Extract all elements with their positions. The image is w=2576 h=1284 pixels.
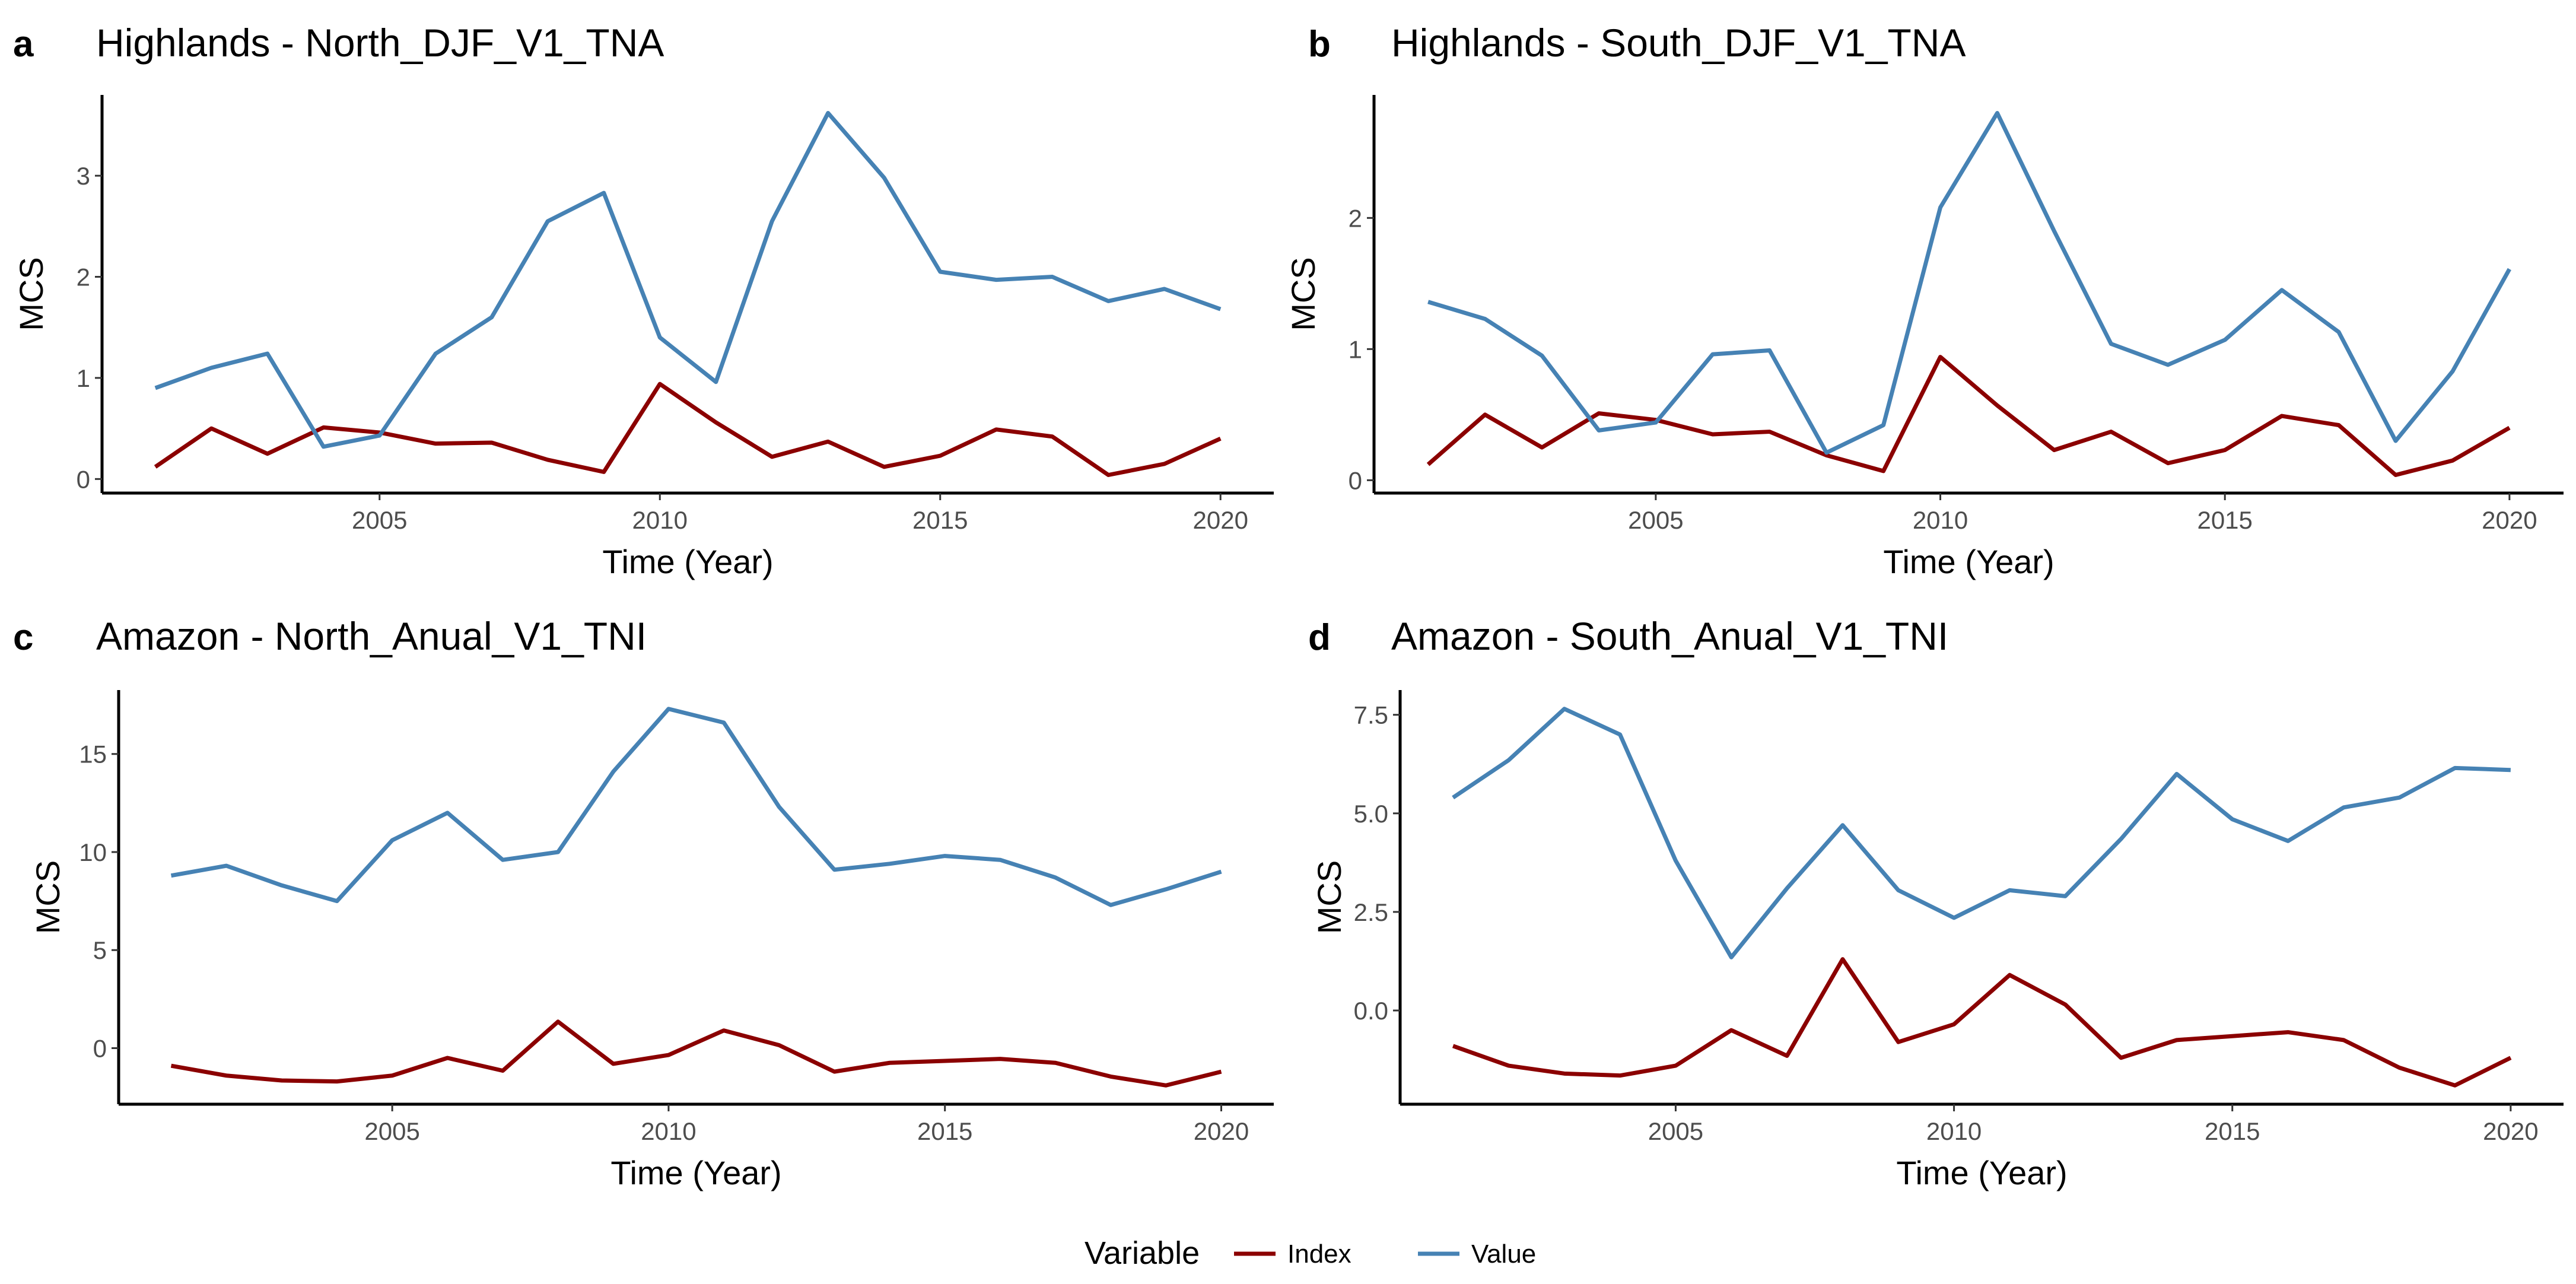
panel-title: Highlands - South_DJF_V1_TNA xyxy=(1391,21,1966,65)
x-tick-label: 2015 xyxy=(2197,506,2252,534)
series-line-index xyxy=(1426,355,2511,477)
panel-title: Highlands - North_DJF_V1_TNA xyxy=(96,21,664,65)
series-line-value xyxy=(1452,707,2511,959)
y-tick-label: 0.0 xyxy=(1354,997,1388,1025)
y-tick-label: 2 xyxy=(77,263,90,291)
y-axis-title: MCS xyxy=(1311,860,1348,934)
y-tick-label: 15 xyxy=(79,740,107,768)
x-tick-label: 2015 xyxy=(2205,1117,2260,1145)
x-tick-label: 2010 xyxy=(1913,506,1968,534)
x-tick-label: 2015 xyxy=(917,1117,972,1145)
y-tick-label: 5 xyxy=(93,936,107,964)
y-tick-label: 0 xyxy=(93,1034,107,1062)
x-tick-label: 2015 xyxy=(912,506,968,534)
series-line-value xyxy=(170,707,1222,907)
panel-tag: d xyxy=(1308,617,1331,658)
series-line-index xyxy=(154,382,1222,477)
series-line-value xyxy=(154,111,1222,449)
y-tick-label: 0 xyxy=(1349,466,1362,494)
series-line-value xyxy=(1427,111,2511,455)
y-tick-label: 3 xyxy=(77,162,90,190)
x-tick-label: 2005 xyxy=(364,1117,419,1145)
y-tick-label: 2.5 xyxy=(1354,898,1388,926)
y-axis-title: MCS xyxy=(29,860,66,934)
y-tick-label: 10 xyxy=(79,838,107,866)
panel-tag: c xyxy=(13,617,33,658)
legend-title: Variable xyxy=(1085,1235,1200,1271)
series-line-index xyxy=(1452,957,2512,1088)
x-tick-label: 2020 xyxy=(2482,506,2537,534)
x-axis-title: Time (Year) xyxy=(1883,543,2054,580)
y-tick-label: 0 xyxy=(77,465,90,493)
x-tick-label: 2020 xyxy=(1194,1117,1249,1145)
x-axis-title: Time (Year) xyxy=(610,1154,781,1191)
y-tick-label: 2 xyxy=(1349,204,1362,232)
x-tick-label: 2010 xyxy=(632,506,688,534)
y-tick-label: 7.5 xyxy=(1354,701,1388,729)
legend-label-index: Index xyxy=(1287,1239,1351,1269)
x-tick-label: 2020 xyxy=(2483,1117,2538,1145)
x-axis-title: Time (Year) xyxy=(1896,1154,2067,1191)
x-axis-title: Time (Year) xyxy=(602,543,773,580)
legend: Variable Index Value xyxy=(1085,1235,1536,1271)
panel-c: c Amazon - North_Anual_V1_TNI 2005 2010 2015… xyxy=(13,614,1274,1191)
panel-d: d Amazon - South_Anual_V1_TNI 2005 2010 2015… xyxy=(1308,614,2564,1191)
series-line-index xyxy=(170,1019,1222,1088)
y-tick-label: 5.0 xyxy=(1354,800,1388,828)
panel-title: Amazon - South_Anual_V1_TNI xyxy=(1391,614,1948,658)
legend-label-value: Value xyxy=(1471,1239,1536,1269)
y-axis-title: MCS xyxy=(1284,257,1322,330)
x-tick-label: 2005 xyxy=(352,506,407,534)
panel-tag: b xyxy=(1308,24,1331,65)
y-axis-title: MCS xyxy=(12,257,50,330)
panel-tag: a xyxy=(13,24,34,65)
x-tick-label: 2020 xyxy=(1193,506,1248,534)
x-tick-label: 2005 xyxy=(1648,1117,1703,1145)
x-tick-label: 2005 xyxy=(1628,506,1683,534)
x-tick-label: 2010 xyxy=(641,1117,696,1145)
x-tick-label: 2010 xyxy=(1926,1117,1982,1145)
y-tick-label: 1 xyxy=(1349,335,1362,363)
y-tick-label: 1 xyxy=(77,364,90,392)
panel-title: Amazon - North_Anual_V1_TNI xyxy=(96,614,647,658)
